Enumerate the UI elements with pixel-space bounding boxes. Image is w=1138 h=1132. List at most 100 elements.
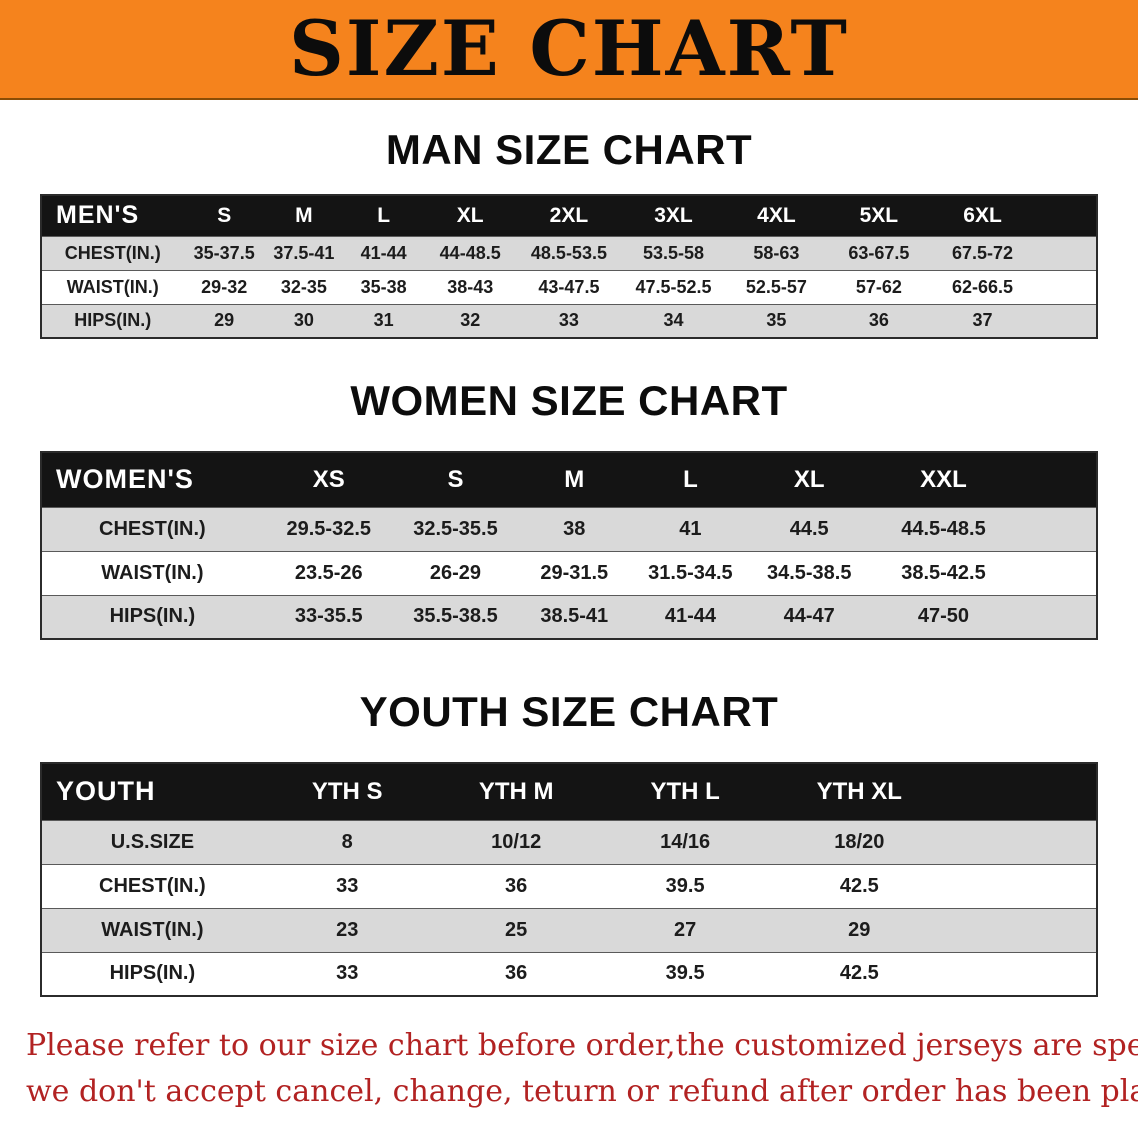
value-cell: 42.5 bbox=[769, 863, 1097, 908]
value-cell: 43-47.5 bbox=[516, 269, 622, 304]
value-cell: 37.5-41 bbox=[264, 235, 343, 270]
value-cell: 36 bbox=[431, 951, 601, 996]
mens-size-table: MEN'S S M L XL 2XL 3XL 4XL 5XL 6XL CHEST(IN.) 35-37… bbox=[40, 194, 1098, 339]
value-cell: 62-66.5 bbox=[930, 269, 1097, 304]
value-cell: 32.5-35.5 bbox=[394, 506, 517, 551]
table-row: WAIST(IN.) 29-32 32-35 35-38 38-43 43-47.5 47.… bbox=[41, 269, 1097, 304]
womens-size-table: WOMEN'S XS S M L XL XXL CHEST(IN.) 29.5-32.5 32.5… bbox=[40, 451, 1098, 640]
value-cell: 44.5 bbox=[748, 506, 870, 551]
size-header-cell: 3XL bbox=[621, 195, 726, 236]
value-cell: 36 bbox=[827, 303, 931, 338]
table-row: WAIST(IN.) 23.5-26 26-29 29-31.5 31.5-34.5 34… bbox=[41, 550, 1097, 595]
size-header-cell: 4XL bbox=[725, 195, 828, 236]
row-label-cell: WAIST(IN.) bbox=[41, 269, 184, 304]
value-cell: 33 bbox=[262, 951, 432, 996]
table-row: CHEST(IN.) 35-37.5 37.5-41 41-44 44-48.5 48.5… bbox=[41, 235, 1097, 270]
disclaimer-line-2: we don't accept cancel, change, teturn o… bbox=[26, 1074, 1138, 1109]
value-cell: 35.5-38.5 bbox=[394, 594, 517, 639]
size-chart-title: SIZE CHART bbox=[289, 4, 849, 93]
size-header-cell: XL bbox=[748, 452, 870, 507]
row-label-cell: WAIST(IN.) bbox=[41, 550, 263, 595]
value-cell: 47-50 bbox=[869, 594, 1097, 639]
table-row: HIPS(IN.) 29 30 31 32 33 34 35 36 37 bbox=[41, 303, 1097, 338]
value-cell: 34.5-38.5 bbox=[748, 550, 870, 595]
man-size-chart-section: MAN SIZE CHART MEN'S S M L XL 2XL 3XL 4XL 5XL 6XL… bbox=[0, 126, 1138, 339]
size-header-cell: 5XL bbox=[827, 195, 931, 236]
row-label-cell: CHEST(IN.) bbox=[41, 235, 184, 270]
table-title-cell: YOUTH bbox=[41, 763, 263, 820]
value-cell: 48.5-53.5 bbox=[516, 235, 622, 270]
value-cell: 57-62 bbox=[827, 269, 931, 304]
row-label-cell: WAIST(IN.) bbox=[41, 907, 263, 952]
value-cell: 23.5-26 bbox=[262, 550, 395, 595]
row-label-cell: CHEST(IN.) bbox=[41, 506, 263, 551]
value-cell: 32 bbox=[424, 303, 517, 338]
size-header-cell: YTH L bbox=[600, 763, 770, 820]
table-row: CHEST(IN.) 33 36 39.5 42.5 bbox=[41, 863, 1097, 908]
size-header-cell: L bbox=[342, 195, 425, 236]
table-header-row: MEN'S S M L XL 2XL 3XL 4XL 5XL 6XL bbox=[41, 195, 1097, 236]
value-cell: 38 bbox=[516, 506, 633, 551]
table-header-row: YOUTH YTH S YTH M YTH L YTH XL bbox=[41, 763, 1097, 820]
value-cell: 32-35 bbox=[264, 269, 343, 304]
youth-size-chart-heading: YOUTH SIZE CHART bbox=[359, 688, 779, 735]
value-cell: 29 bbox=[769, 907, 1097, 952]
value-cell: 36 bbox=[431, 863, 601, 908]
table-header-row: WOMEN'S XS S M L XL XXL bbox=[41, 452, 1097, 507]
table-title-cell: MEN'S bbox=[41, 195, 184, 236]
value-cell: 35 bbox=[725, 303, 828, 338]
table-row: HIPS(IN.) 33 36 39.5 42.5 bbox=[41, 951, 1097, 996]
table-row: U.S.SIZE 8 10/12 14/16 18/20 bbox=[41, 819, 1097, 864]
value-cell: 41-44 bbox=[342, 235, 425, 270]
value-cell: 52.5-57 bbox=[725, 269, 828, 304]
value-cell: 39.5 bbox=[600, 951, 770, 996]
value-cell: 29-31.5 bbox=[516, 550, 633, 595]
value-cell: 33 bbox=[262, 863, 432, 908]
row-label-cell: HIPS(IN.) bbox=[41, 951, 263, 996]
row-label-cell: HIPS(IN.) bbox=[41, 594, 263, 639]
size-header-cell: XS bbox=[262, 452, 395, 507]
youth-size-chart-section: YOUTH SIZE CHART YOUTH YTH S YTH M YTH L YTH… bbox=[0, 688, 1138, 997]
size-header-cell: M bbox=[516, 452, 633, 507]
size-header-cell: S bbox=[394, 452, 517, 507]
value-cell: 29-32 bbox=[183, 269, 265, 304]
value-cell: 53.5-58 bbox=[621, 235, 726, 270]
table-row: HIPS(IN.) 33-35.5 35.5-38.5 38.5-41 41-44 44-… bbox=[41, 594, 1097, 639]
value-cell: 26-29 bbox=[394, 550, 517, 595]
table-row: CHEST(IN.) 29.5-32.5 32.5-35.5 38 41 44.5 44.5… bbox=[41, 506, 1097, 551]
women-size-chart-section: WOMEN SIZE CHART WOMEN'S XS S M L XL XXL CHEST(… bbox=[0, 377, 1138, 640]
value-cell: 18/20 bbox=[769, 819, 1097, 864]
row-label-cell: CHEST(IN.) bbox=[41, 863, 263, 908]
size-chart-banner: SIZE CHART bbox=[0, 0, 1138, 100]
value-cell: 8 bbox=[262, 819, 432, 864]
women-size-chart-heading: WOMEN SIZE CHART bbox=[350, 377, 788, 424]
value-cell: 23 bbox=[262, 907, 432, 952]
value-cell: 42.5 bbox=[769, 951, 1097, 996]
value-cell: 37 bbox=[930, 303, 1097, 338]
value-cell: 29 bbox=[183, 303, 265, 338]
value-cell: 31 bbox=[342, 303, 425, 338]
value-cell: 31.5-34.5 bbox=[632, 550, 749, 595]
value-cell: 33-35.5 bbox=[262, 594, 395, 639]
value-cell: 30 bbox=[264, 303, 343, 338]
size-header-cell: YTH XL bbox=[769, 763, 1097, 820]
value-cell: 35-37.5 bbox=[183, 235, 265, 270]
size-header-cell: YTH S bbox=[262, 763, 432, 820]
man-size-chart-heading: MAN SIZE CHART bbox=[385, 126, 753, 173]
size-header-cell: S bbox=[183, 195, 265, 236]
youth-size-table: YOUTH YTH S YTH M YTH L YTH XL U.S.SIZE 8 10/12… bbox=[40, 762, 1098, 997]
size-header-cell: XL bbox=[424, 195, 517, 236]
value-cell: 41-44 bbox=[632, 594, 749, 639]
value-cell: 39.5 bbox=[600, 863, 770, 908]
size-header-cell: 6XL bbox=[930, 195, 1097, 236]
value-cell: 44.5-48.5 bbox=[869, 506, 1097, 551]
value-cell: 67.5-72 bbox=[930, 235, 1097, 270]
value-cell: 33 bbox=[516, 303, 622, 338]
size-header-cell: M bbox=[264, 195, 343, 236]
value-cell: 41 bbox=[632, 506, 749, 551]
value-cell: 63-67.5 bbox=[827, 235, 931, 270]
size-header-cell: XXL bbox=[869, 452, 1097, 507]
value-cell: 25 bbox=[431, 907, 601, 952]
value-cell: 44-47 bbox=[748, 594, 870, 639]
